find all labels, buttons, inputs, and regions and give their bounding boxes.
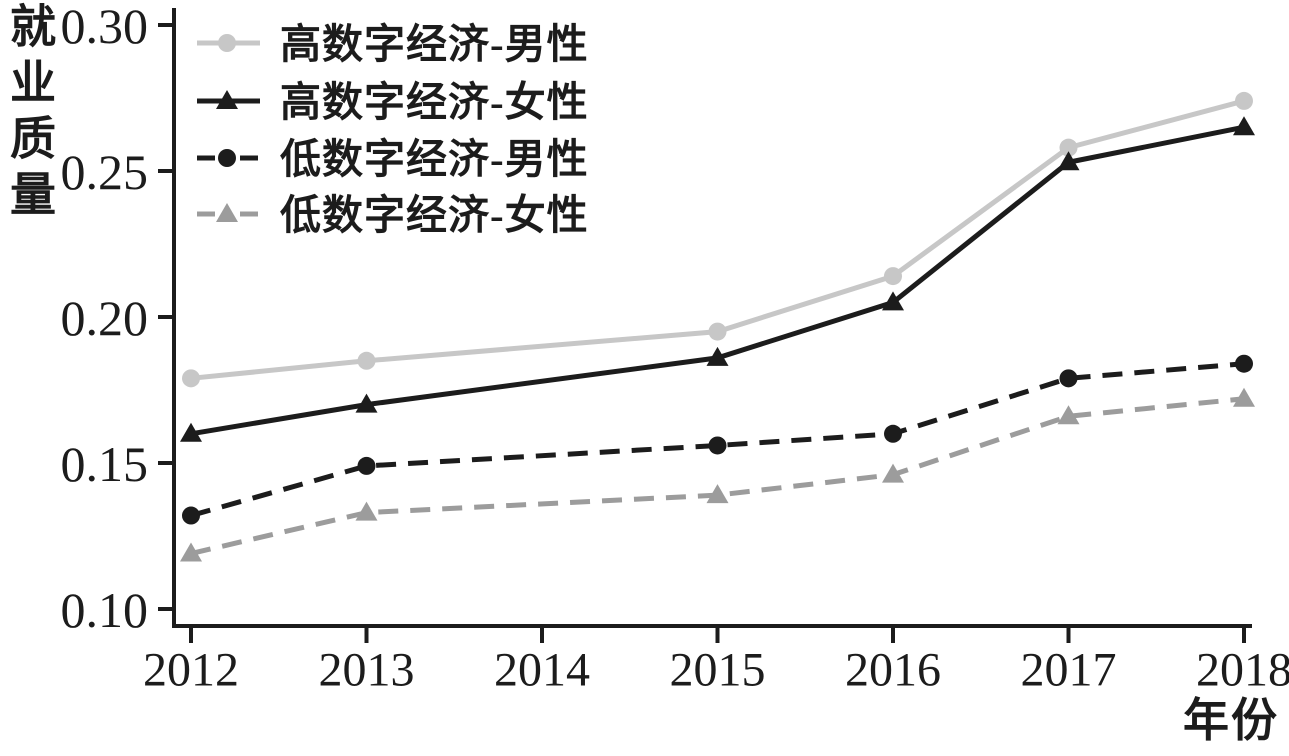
legend-item: 低数字经济-男性: [197, 136, 589, 182]
x-tick-label: 2016: [845, 644, 941, 697]
data-point-circle: [1059, 369, 1078, 388]
data-point-circle: [182, 506, 200, 525]
data-point-triangle: [706, 346, 729, 366]
data-point-circle: [708, 322, 727, 341]
y-tick-label: 0.20: [61, 290, 149, 346]
series-line: [190, 98, 1245, 381]
series-line: [190, 124, 1245, 437]
y-tick-label: 0.25: [61, 144, 149, 200]
data-point-circle: [884, 267, 902, 286]
data-point-circle: [357, 456, 376, 475]
series-line: [190, 361, 1245, 518]
data-point-triangle: [180, 542, 202, 562]
data-point-triangle: [1233, 387, 1255, 407]
y-tick-label: 0.10: [61, 582, 149, 638]
series-line: [190, 396, 1245, 556]
legend-label: 高数字经济-男性: [280, 21, 589, 67]
series-高数字经济-男性: [182, 91, 1253, 388]
data-point-circle: [708, 436, 727, 455]
data-point-triangle: [1057, 405, 1080, 425]
data-point-triangle: [706, 484, 729, 504]
x-tick-label: 2013: [319, 644, 415, 697]
x-tick-label: 2018: [1196, 644, 1289, 697]
data-point-triangle: [1233, 116, 1255, 136]
data-point-circle: [884, 424, 902, 443]
series-低数字经济-女性: [180, 387, 1255, 562]
data-point-triangle: [180, 422, 202, 442]
x-tick-label: 2017: [1021, 644, 1117, 697]
data-point-triangle: [882, 291, 904, 311]
x-tick-label: 2012: [143, 644, 239, 697]
data-point-triangle: [216, 90, 238, 109]
data-point-triangle: [882, 463, 904, 483]
data-point-triangle: [1057, 151, 1080, 171]
legend-label: 低数字经济-男性: [280, 136, 589, 182]
series-高数字经济-女性: [180, 116, 1255, 442]
data-point-circle: [182, 369, 200, 388]
legend-item: 高数字经济-男性: [197, 21, 589, 67]
legend-item: 低数字经济-女性: [197, 192, 589, 238]
data-point-circle: [357, 351, 376, 370]
series-低数字经济-男性: [182, 354, 1253, 525]
y-tick-label: 0.15: [61, 436, 149, 492]
data-point-triangle: [355, 501, 378, 521]
legend-item: 高数字经济-女性: [197, 79, 589, 125]
legend-label: 低数字经济-女性: [280, 192, 589, 238]
x-tick-label: 2015: [670, 644, 766, 697]
y-tick-label: 0.30: [61, 0, 149, 54]
x-axis-title: 年份: [1183, 695, 1279, 746]
legend-label: 高数字经济-女性: [280, 79, 589, 125]
data-point-triangle: [355, 393, 378, 413]
data-point-triangle: [216, 203, 238, 222]
data-point-circle: [1235, 354, 1253, 373]
x-tick-label: 2014: [494, 644, 590, 697]
data-point-circle: [218, 149, 236, 167]
data-point-circle: [218, 34, 236, 52]
y-axis-title: 就业质量: [4, 2, 55, 226]
data-point-circle: [1059, 138, 1078, 157]
data-point-circle: [1235, 91, 1253, 110]
